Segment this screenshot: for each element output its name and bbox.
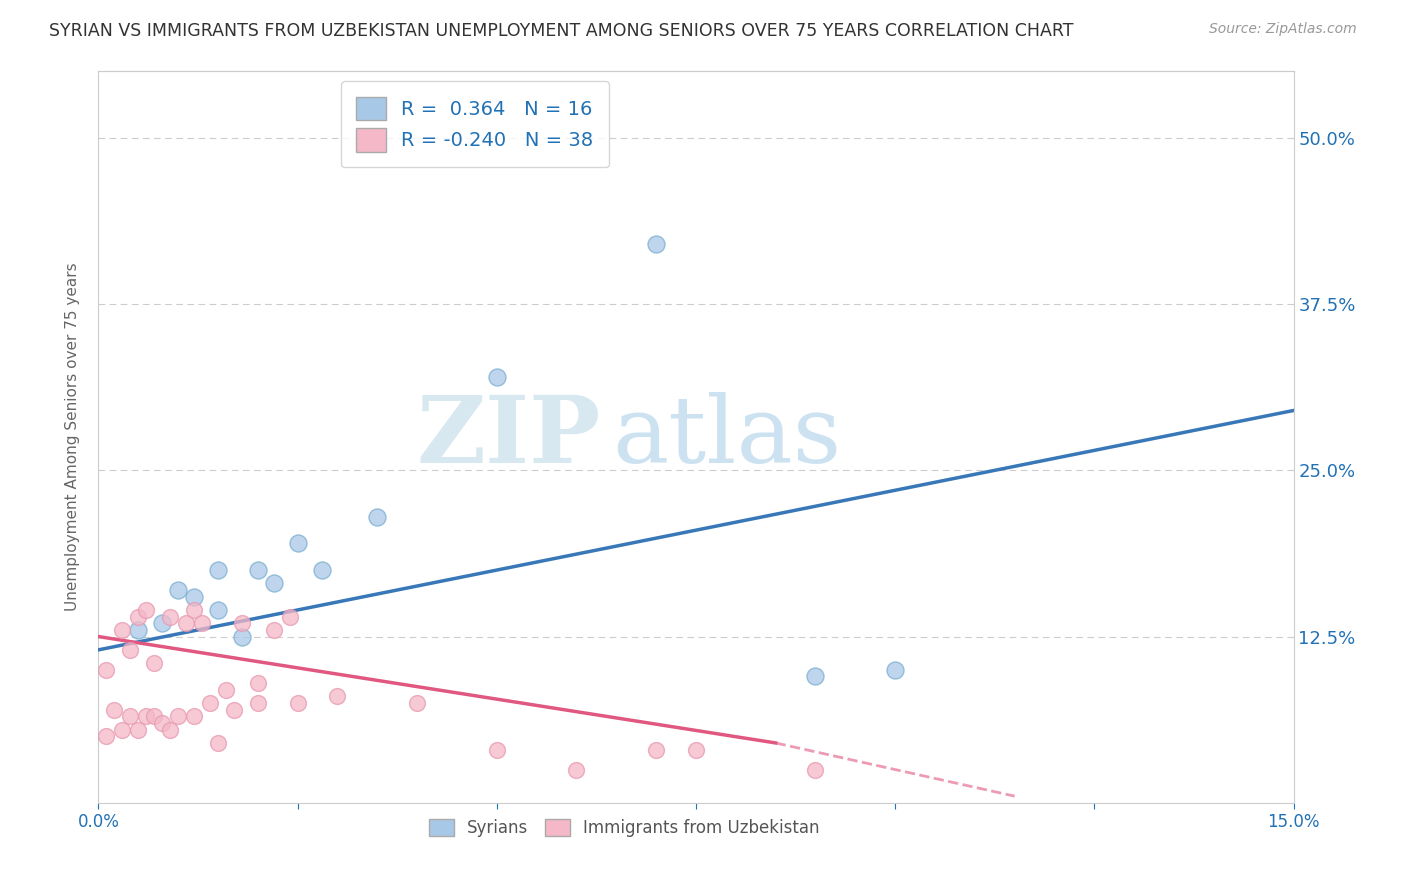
Point <box>127 623 149 637</box>
Y-axis label: Unemployment Among Seniors over 75 years: Unemployment Among Seniors over 75 years <box>65 263 80 611</box>
Point <box>111 623 134 637</box>
Point <box>685 742 707 756</box>
Legend: Syrians, Immigrants from Uzbekistan: Syrians, Immigrants from Uzbekistan <box>420 811 828 846</box>
Point <box>326 690 349 704</box>
Point <box>103 703 125 717</box>
Point <box>111 723 134 737</box>
Point <box>191 616 214 631</box>
Point <box>127 723 149 737</box>
Point <box>804 763 827 777</box>
Point <box>159 723 181 737</box>
Point <box>183 590 205 604</box>
Point <box>215 682 238 697</box>
Point <box>485 370 508 384</box>
Point <box>183 603 205 617</box>
Point <box>263 623 285 637</box>
Point <box>167 582 190 597</box>
Point <box>804 669 827 683</box>
Point <box>246 563 269 577</box>
Point <box>135 603 157 617</box>
Point <box>143 656 166 670</box>
Point <box>198 696 221 710</box>
Point <box>565 763 588 777</box>
Point <box>246 696 269 710</box>
Point <box>150 716 173 731</box>
Point <box>366 509 388 524</box>
Point <box>645 237 668 252</box>
Point <box>287 536 309 550</box>
Point <box>135 709 157 723</box>
Point <box>96 663 118 677</box>
Point <box>485 742 508 756</box>
Point <box>96 729 118 743</box>
Point <box>645 742 668 756</box>
Text: Source: ZipAtlas.com: Source: ZipAtlas.com <box>1209 22 1357 37</box>
Point <box>159 609 181 624</box>
Point <box>278 609 301 624</box>
Point <box>150 616 173 631</box>
Text: ZIP: ZIP <box>416 392 600 482</box>
Point <box>884 663 907 677</box>
Point <box>174 616 197 631</box>
Point <box>127 609 149 624</box>
Point <box>263 576 285 591</box>
Point <box>311 563 333 577</box>
Point <box>183 709 205 723</box>
Point <box>207 736 229 750</box>
Point <box>222 703 245 717</box>
Point <box>406 696 429 710</box>
Text: SYRIAN VS IMMIGRANTS FROM UZBEKISTAN UNEMPLOYMENT AMONG SENIORS OVER 75 YEARS CO: SYRIAN VS IMMIGRANTS FROM UZBEKISTAN UNE… <box>49 22 1074 40</box>
Point <box>207 563 229 577</box>
Point <box>143 709 166 723</box>
Point <box>231 630 253 644</box>
Point <box>120 709 142 723</box>
Point <box>207 603 229 617</box>
Point <box>246 676 269 690</box>
Point <box>167 709 190 723</box>
Point <box>120 643 142 657</box>
Point <box>287 696 309 710</box>
Point <box>231 616 253 631</box>
Text: atlas: atlas <box>613 392 842 482</box>
